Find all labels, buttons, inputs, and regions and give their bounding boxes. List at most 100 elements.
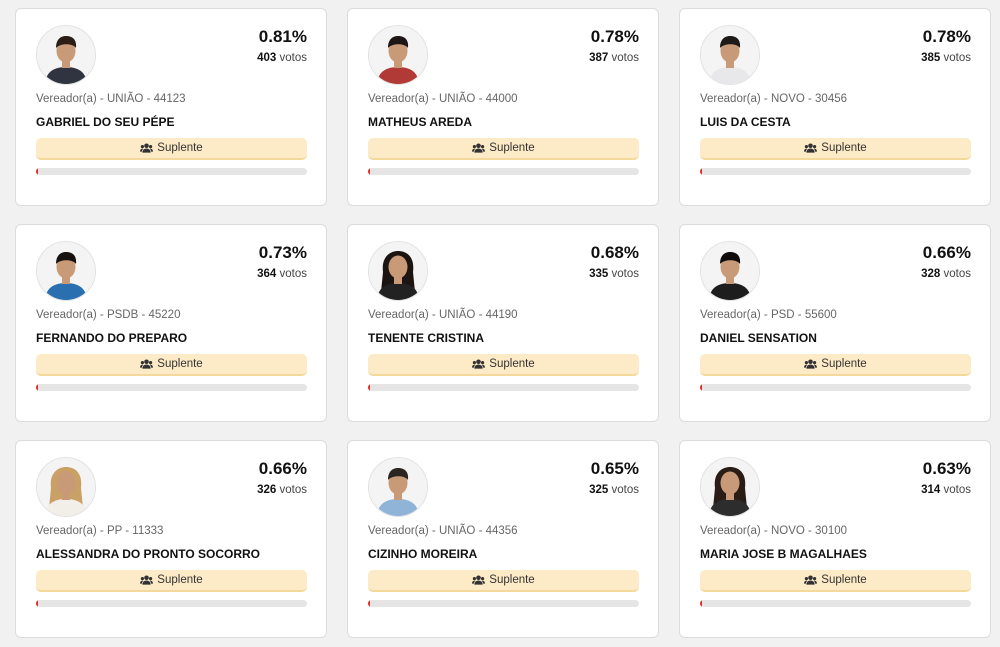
status-label: Suplente bbox=[489, 574, 535, 586]
status-badge: Suplente bbox=[368, 570, 639, 592]
status-badge: Suplente bbox=[36, 354, 307, 376]
vote-progress-fill bbox=[368, 168, 371, 175]
candidate-name: MATHEUS AREDA bbox=[368, 115, 472, 129]
vote-count: 387 votos bbox=[589, 52, 639, 64]
candidate-name: GABRIEL DO SEU PÉPE bbox=[36, 115, 175, 129]
candidate-name: FERNANDO DO PREPARO bbox=[36, 331, 188, 345]
vote-progress-bar bbox=[700, 168, 971, 175]
vote-progress-fill bbox=[368, 600, 370, 607]
vote-progress-fill bbox=[368, 384, 370, 391]
vote-progress-bar bbox=[36, 600, 307, 607]
vote-percentage: 0.78% bbox=[590, 27, 639, 46]
vote-progress-bar bbox=[368, 600, 639, 607]
vote-count: 364 votos bbox=[257, 268, 307, 280]
candidates-grid: 0.81% 403 votos Vereador(a) - UNIÃO - 44… bbox=[15, 8, 991, 638]
vote-progress-fill bbox=[700, 600, 702, 607]
status-badge: Suplente bbox=[700, 138, 971, 160]
status-label: Suplente bbox=[489, 142, 535, 154]
status-label: Suplente bbox=[157, 142, 203, 154]
candidate-card[interactable]: 0.66% 326 votos Vereador(a) - PP - 11333… bbox=[15, 440, 327, 638]
candidate-name: TENENTE CRISTINA bbox=[368, 331, 485, 345]
users-icon bbox=[472, 575, 486, 585]
users-icon bbox=[140, 575, 154, 585]
status-label: Suplente bbox=[821, 142, 867, 154]
candidate-party-number: Vereador(a) - PSDB - 45220 bbox=[36, 309, 181, 321]
candidate-party-number: Vereador(a) - PP - 11333 bbox=[36, 525, 164, 537]
man-photo-icon bbox=[700, 25, 760, 85]
vote-progress-bar bbox=[36, 168, 307, 175]
woman-photo-icon bbox=[700, 457, 760, 517]
candidate-card[interactable]: 0.66% 328 votos Vereador(a) - PSD - 5560… bbox=[679, 224, 991, 422]
woman-photo-icon bbox=[368, 241, 428, 301]
users-icon bbox=[472, 143, 486, 153]
vote-progress-bar bbox=[368, 168, 639, 175]
vote-count: 328 votos bbox=[921, 268, 971, 280]
candidate-name: CIZINHO MOREIRA bbox=[368, 547, 478, 561]
vote-count: 314 votos bbox=[921, 484, 971, 496]
status-badge: Suplente bbox=[700, 570, 971, 592]
status-badge: Suplente bbox=[700, 354, 971, 376]
status-badge: Suplente bbox=[368, 138, 639, 160]
vote-progress-bar bbox=[700, 600, 971, 607]
users-icon bbox=[804, 143, 818, 153]
vote-progress-fill bbox=[36, 384, 38, 391]
candidate-card[interactable]: 0.78% 385 votos Vereador(a) - NOVO - 304… bbox=[679, 8, 991, 206]
candidate-party-number: Vereador(a) - UNIÃO - 44356 bbox=[368, 525, 518, 537]
status-badge: Suplente bbox=[368, 354, 639, 376]
vote-count: 385 votos bbox=[921, 52, 971, 64]
users-icon bbox=[472, 359, 486, 369]
vote-percentage: 0.73% bbox=[258, 243, 307, 262]
vote-percentage: 0.63% bbox=[922, 459, 971, 478]
status-label: Suplente bbox=[821, 358, 867, 370]
vote-count: 326 votos bbox=[257, 484, 307, 496]
status-label: Suplente bbox=[821, 574, 867, 586]
candidate-name: LUIS DA CESTA bbox=[700, 115, 791, 129]
vote-percentage: 0.81% bbox=[258, 27, 307, 46]
vote-percentage: 0.66% bbox=[922, 243, 971, 262]
candidate-card[interactable]: 0.68% 335 votos Vereador(a) - UNIÃO - 44… bbox=[347, 224, 659, 422]
vote-percentage: 0.65% bbox=[590, 459, 639, 478]
vote-count: 403 votos bbox=[257, 52, 307, 64]
vote-progress-bar bbox=[700, 384, 971, 391]
candidate-party-number: Vereador(a) - PSD - 55600 bbox=[700, 309, 837, 321]
vote-progress-bar bbox=[36, 384, 307, 391]
candidate-party-number: Vereador(a) - NOVO - 30456 bbox=[700, 93, 848, 105]
candidate-card[interactable]: 0.65% 325 votos Vereador(a) - UNIÃO - 44… bbox=[347, 440, 659, 638]
status-label: Suplente bbox=[157, 574, 203, 586]
candidate-name: ALESSANDRA DO PRONTO SOCORRO bbox=[36, 547, 261, 561]
vote-progress-fill bbox=[700, 384, 702, 391]
candidate-card[interactable]: 0.63% 314 votos Vereador(a) - NOVO - 301… bbox=[679, 440, 991, 638]
candidate-name: DANIEL SENSATION bbox=[700, 331, 817, 345]
candidate-party-number: Vereador(a) - UNIÃO - 44190 bbox=[368, 309, 518, 321]
status-label: Suplente bbox=[489, 358, 535, 370]
users-icon bbox=[804, 575, 818, 585]
man-photo-icon bbox=[36, 25, 96, 85]
vote-count: 325 votos bbox=[589, 484, 639, 496]
vote-percentage: 0.78% bbox=[922, 27, 971, 46]
vote-progress-fill bbox=[700, 168, 703, 175]
candidate-party-number: Vereador(a) - UNIÃO - 44123 bbox=[36, 93, 186, 105]
status-badge: Suplente bbox=[36, 570, 307, 592]
users-icon bbox=[804, 359, 818, 369]
candidate-card[interactable]: 0.81% 403 votos Vereador(a) - UNIÃO - 44… bbox=[15, 8, 327, 206]
vote-progress-fill bbox=[36, 168, 39, 175]
candidate-card[interactable]: 0.73% 364 votos Vereador(a) - PSDB - 452… bbox=[15, 224, 327, 422]
candidate-name: MARIA JOSE B MAGALHAES bbox=[700, 547, 867, 561]
man-photo-icon bbox=[368, 457, 428, 517]
candidate-party-number: Vereador(a) - NOVO - 30100 bbox=[700, 525, 848, 537]
users-icon bbox=[140, 143, 154, 153]
vote-progress-fill bbox=[36, 600, 38, 607]
woman-photo-icon bbox=[36, 457, 96, 517]
status-badge: Suplente bbox=[36, 138, 307, 160]
users-icon bbox=[140, 359, 154, 369]
man-photo-icon bbox=[700, 241, 760, 301]
vote-percentage: 0.66% bbox=[258, 459, 307, 478]
man-photo-icon bbox=[368, 25, 428, 85]
vote-progress-bar bbox=[368, 384, 639, 391]
candidate-card[interactable]: 0.78% 387 votos Vereador(a) - UNIÃO - 44… bbox=[347, 8, 659, 206]
vote-count: 335 votos bbox=[589, 268, 639, 280]
vote-percentage: 0.68% bbox=[590, 243, 639, 262]
man-photo-icon bbox=[36, 241, 96, 301]
status-label: Suplente bbox=[157, 358, 203, 370]
candidate-party-number: Vereador(a) - UNIÃO - 44000 bbox=[368, 93, 518, 105]
